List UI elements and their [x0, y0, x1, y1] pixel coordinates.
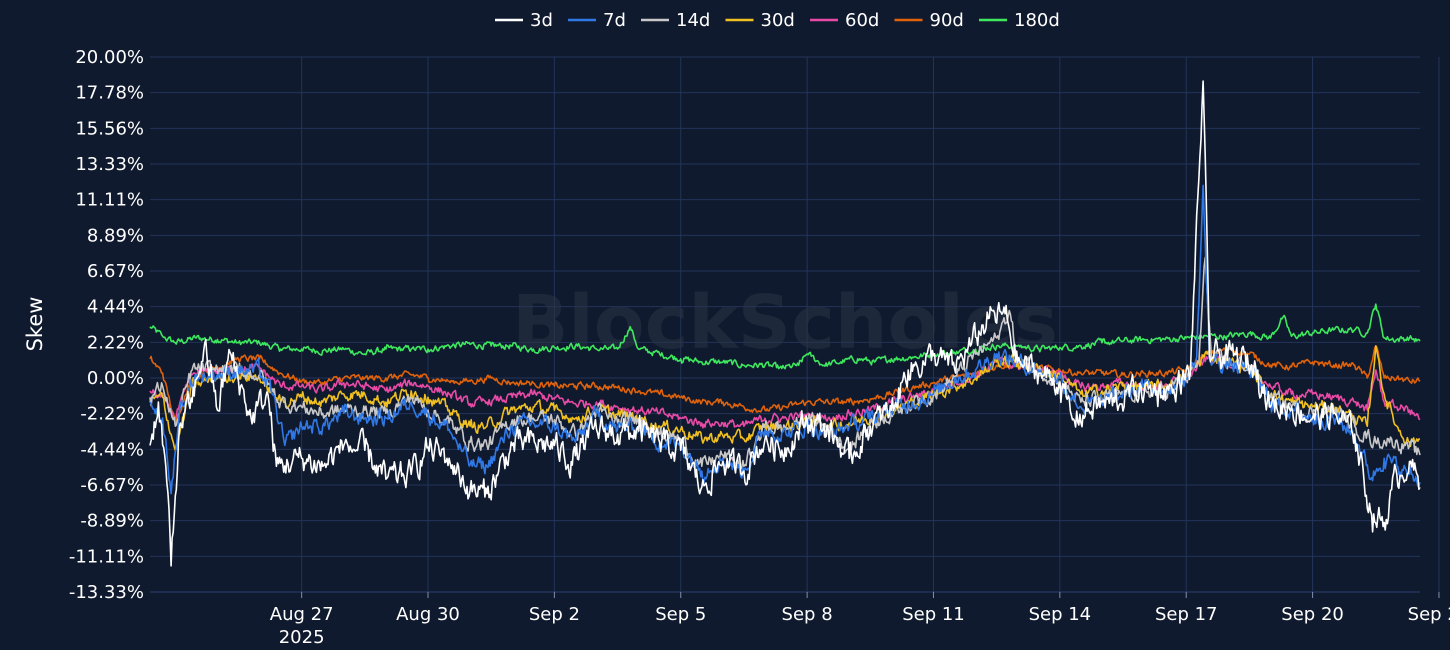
- y-tick-label: 4.44%: [87, 297, 144, 318]
- legend-label: 7d: [603, 10, 626, 31]
- x-tick-label: Sep 20: [1281, 604, 1344, 625]
- y-tick-label: 2.22%: [87, 332, 144, 353]
- legend-item-3d[interactable]: 3d: [495, 10, 553, 31]
- series-line-60d: [149, 355, 1421, 429]
- legend-item-60d[interactable]: 60d: [810, 10, 879, 31]
- x-tick-label: Aug 30: [396, 604, 460, 625]
- y-tick-label: -13.33%: [69, 582, 144, 603]
- y-axis-ticks: 20.00% 17.78% 15.56% 13.33% 11.11% 8.89% 6.67%…: [69, 47, 144, 603]
- y-tick-label: -4.44%: [80, 439, 144, 460]
- x-tick-label: Sep 17: [1155, 604, 1218, 625]
- y-tick-label: 11.11%: [75, 190, 144, 211]
- y-tick-label: -11.11%: [69, 546, 144, 567]
- y-tick-label: -2.22%: [80, 404, 144, 425]
- y-tick-label: 15.56%: [75, 118, 144, 139]
- x-tick-label: Aug 27: [270, 604, 334, 625]
- legend-item-90d[interactable]: 90d: [894, 10, 964, 31]
- y-tick-label: -6.67%: [80, 475, 144, 496]
- legend-label: 3d: [530, 10, 553, 31]
- legend-item-180d[interactable]: 180d: [979, 10, 1060, 31]
- y-tick-label: 0.00%: [87, 368, 144, 389]
- series-line-3d: [149, 80, 1421, 567]
- legend-label: 90d: [930, 10, 964, 31]
- x-tick-label: Sep 11: [902, 604, 965, 625]
- x-tick-label: Sep 23: [1408, 604, 1450, 625]
- x-tick-label: Sep 5: [655, 604, 706, 625]
- legend-label: 30d: [761, 10, 795, 31]
- y-axis-label: Skew: [23, 297, 47, 352]
- legend-item-30d[interactable]: 30d: [725, 10, 795, 31]
- y-tick-label: 8.89%: [87, 225, 144, 246]
- x-tick-label: Sep 2: [529, 604, 580, 625]
- x-tick-label: Sep 14: [1029, 604, 1092, 625]
- legend-label: 14d: [676, 10, 710, 31]
- legend[interactable]: 3d 7d 14d 30d 60d 90d 180d: [495, 10, 1060, 31]
- x-tick-label: Sep 8: [782, 604, 833, 625]
- x-tick-sublabel: 2025: [279, 627, 325, 648]
- y-tick-label: -8.89%: [80, 511, 144, 532]
- y-tick-label: 20.00%: [75, 47, 144, 68]
- series-layer: [149, 80, 1421, 567]
- y-tick-label: 17.78%: [75, 83, 144, 104]
- legend-item-14d[interactable]: 14d: [641, 10, 710, 31]
- y-tick-label: 6.67%: [87, 261, 144, 282]
- legend-label: 60d: [845, 10, 879, 31]
- legend-item-7d[interactable]: 7d: [568, 10, 626, 31]
- legend-label: 180d: [1014, 10, 1060, 31]
- y-tick-label: 13.33%: [75, 154, 144, 175]
